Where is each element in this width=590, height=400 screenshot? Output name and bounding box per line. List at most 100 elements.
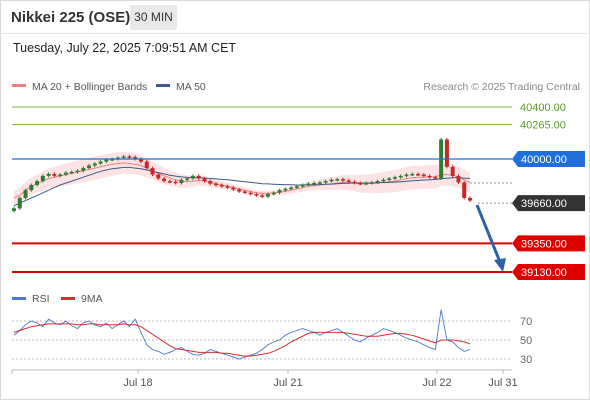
- candle: [271, 191, 276, 196]
- candle: [306, 182, 311, 187]
- target-price-label: 40265.00: [520, 120, 566, 132]
- candle: [63, 171, 68, 177]
- candle: [398, 174, 403, 179]
- candle: [156, 173, 161, 181]
- candle: [289, 186, 294, 191]
- instrument-title: Nikkei 225 (OSE): [11, 9, 131, 26]
- candle: [231, 186, 236, 192]
- candle: [214, 182, 219, 187]
- candle-body: [190, 175, 195, 179]
- candle-body: [387, 178, 392, 180]
- rsi-line: [13, 309, 471, 360]
- candle: [40, 174, 45, 183]
- candle: [404, 173, 409, 178]
- research-credit: Research © 2025 Trading Central: [423, 81, 580, 93]
- support-price-tag: [512, 264, 585, 280]
- candle: [23, 188, 28, 200]
- candle-body: [12, 208, 16, 211]
- rsi-legend-label: RSI: [32, 293, 50, 305]
- level-pivot: 40000.00: [12, 151, 585, 167]
- candle: [29, 183, 34, 192]
- candle: [410, 172, 415, 177]
- candle-body: [421, 174, 426, 177]
- support-price-tag: [512, 235, 585, 252]
- candle-body: [46, 173, 51, 176]
- candle-body: [29, 184, 34, 191]
- candle: [87, 163, 92, 170]
- candle-body: [369, 182, 374, 184]
- candle-body: [329, 179, 334, 182]
- candle: [450, 165, 455, 178]
- chart-header: Nikkei 225 (OSE) 30 MIN: [0, 0, 588, 34]
- candle: [92, 161, 97, 168]
- candle: [12, 206, 16, 213]
- rsi-level-label: 50: [520, 335, 532, 347]
- candle: [208, 179, 213, 186]
- forecast-arrow: [475, 204, 506, 272]
- candle-body: [104, 159, 109, 162]
- level-target: 40265.00: [12, 120, 566, 132]
- candle-body: [219, 184, 224, 187]
- ma20-legend-swatch: [12, 84, 26, 87]
- candle-body: [306, 183, 311, 186]
- candle: [323, 179, 328, 184]
- level-current: 39660.00: [478, 195, 585, 212]
- candle: [202, 176, 207, 183]
- rsi-ma-line: [13, 323, 471, 357]
- ma50-line: [13, 166, 471, 207]
- candle-body: [404, 174, 409, 177]
- candle-body: [300, 184, 305, 187]
- candle-body: [265, 194, 270, 197]
- candle: [427, 174, 432, 179]
- candle: [127, 154, 132, 159]
- candle: [341, 177, 346, 182]
- candle: [462, 180, 467, 200]
- candle-body: [121, 156, 126, 158]
- candle-body: [196, 175, 201, 179]
- candle: [46, 172, 51, 178]
- candle-body: [312, 183, 317, 185]
- candle: [150, 166, 155, 177]
- candle: [312, 181, 317, 186]
- candle-body: [323, 181, 328, 183]
- rsi-level-label: 30: [520, 354, 532, 366]
- candle: [98, 160, 103, 166]
- candle: [358, 181, 363, 186]
- candle: [329, 178, 334, 183]
- candle: [433, 175, 438, 181]
- candle: [69, 170, 74, 175]
- level-target: 40400.00: [12, 102, 566, 114]
- candle: [254, 192, 259, 197]
- level-support: 39350.00: [12, 235, 585, 252]
- candle-body: [283, 188, 288, 191]
- candle-body: [138, 159, 143, 162]
- support-price-label: 39350.00: [521, 238, 567, 250]
- candle-body: [346, 180, 351, 182]
- candle: [369, 180, 374, 185]
- candle-body: [150, 168, 155, 175]
- pivot-price-label: 40000.00: [521, 154, 567, 166]
- candle: [265, 192, 270, 199]
- candle: [392, 175, 397, 181]
- timeframe-badge[interactable]: 30 MIN: [130, 5, 177, 30]
- candle-body: [398, 175, 403, 178]
- candle-body: [225, 186, 230, 188]
- time-tick-label: Jul 21: [273, 377, 302, 389]
- timestamp: Tuesday, July 22, 2025 7:09:51 AM CET: [13, 41, 237, 55]
- candle-body: [144, 161, 149, 169]
- candle-body: [317, 182, 322, 184]
- candle: [352, 180, 357, 185]
- time-tick-label: Jul 22: [422, 377, 451, 389]
- candle: [277, 188, 282, 195]
- candle: [468, 196, 472, 203]
- candle-body: [185, 178, 190, 180]
- candle-body: [352, 181, 357, 184]
- candle: [444, 137, 449, 169]
- candle-body: [364, 183, 369, 185]
- candle: [58, 173, 63, 178]
- candle: [283, 187, 288, 192]
- candle: [237, 187, 242, 194]
- candle-body: [162, 178, 167, 182]
- candle-body: [254, 194, 259, 196]
